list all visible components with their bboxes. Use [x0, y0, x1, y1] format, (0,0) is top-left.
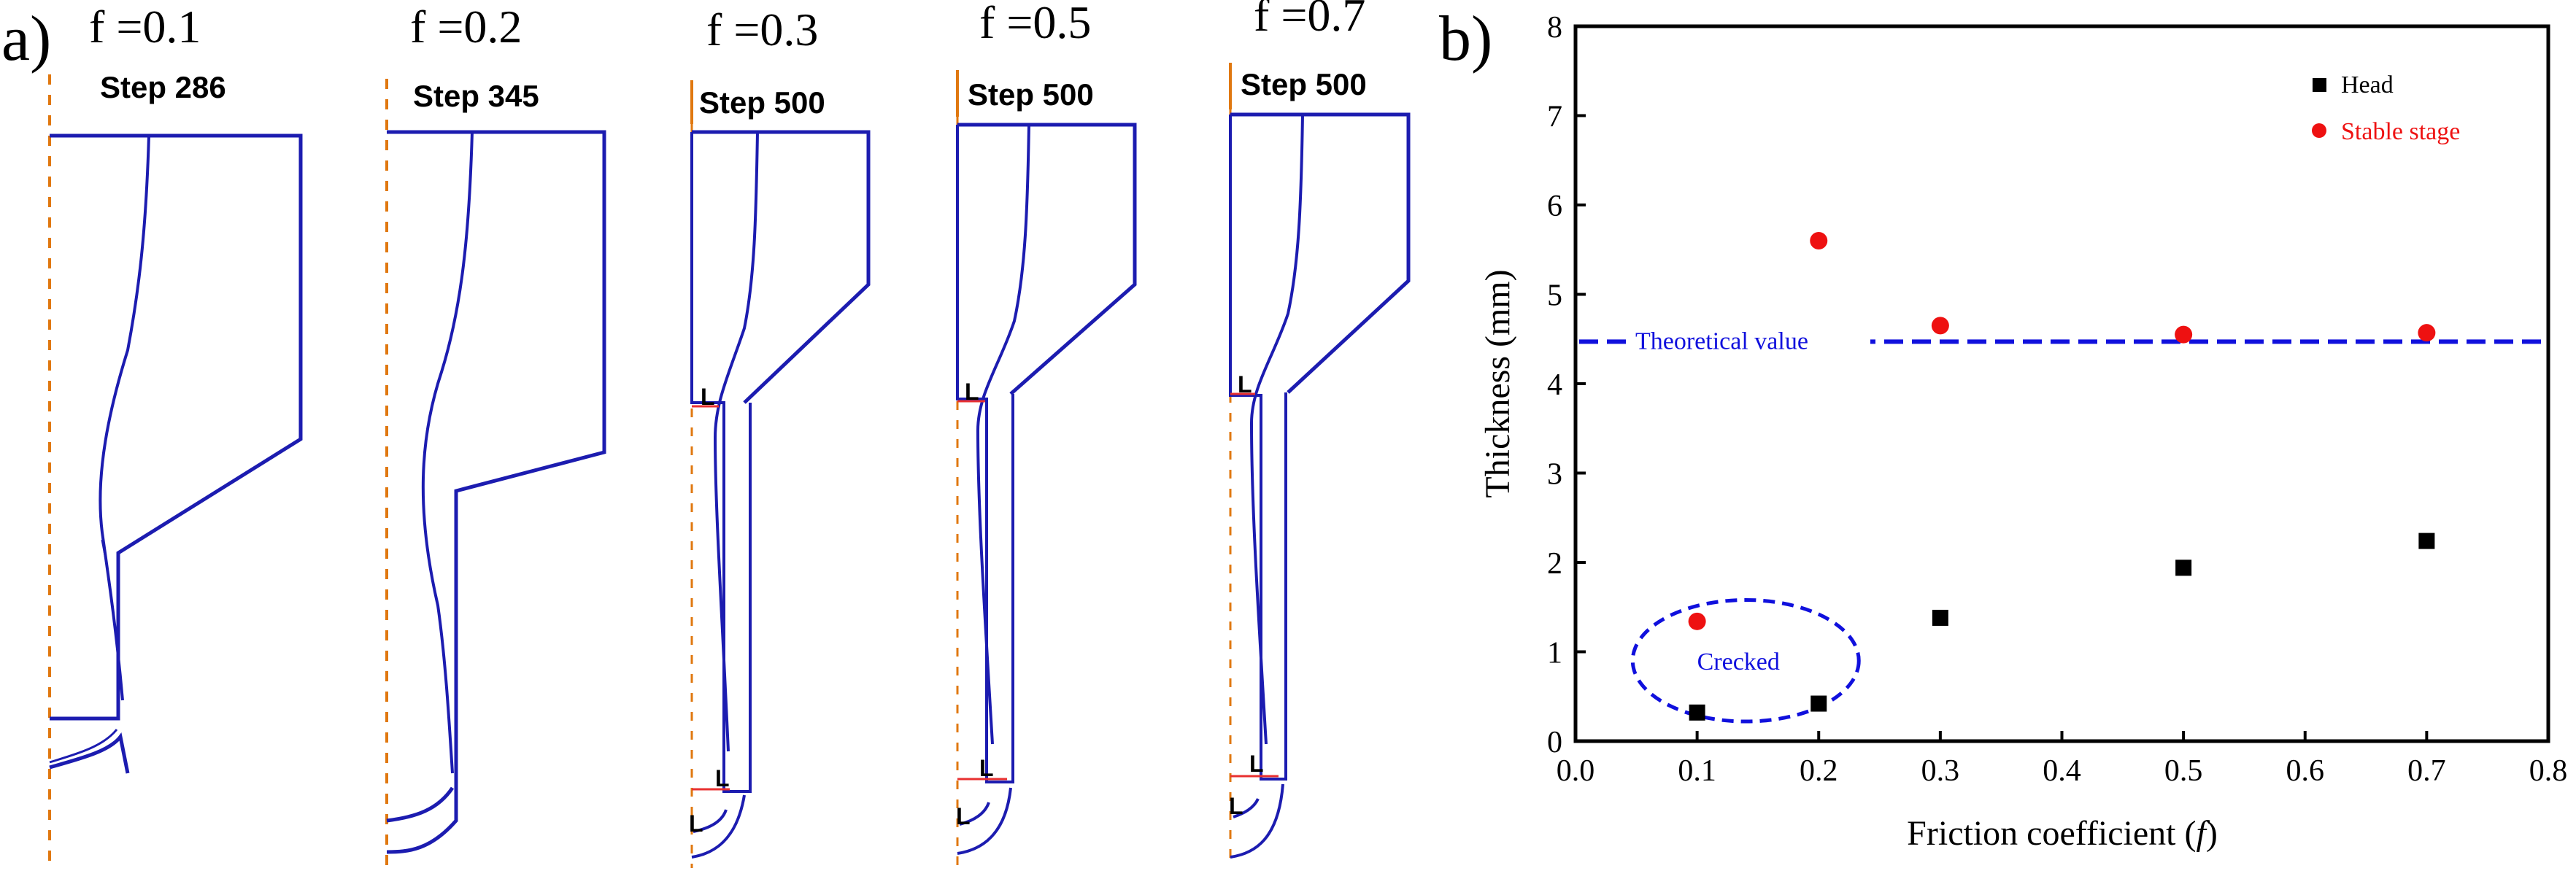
- contact-edge: [693, 809, 728, 833]
- friction-label: f =0.5: [979, 0, 1091, 48]
- panel-a-label: a): [1, 4, 51, 74]
- y-tick-label: 8: [1547, 11, 1562, 44]
- step-label: Step 286: [100, 70, 226, 104]
- cracked-region-ellipse: [1630, 597, 1861, 724]
- x-tick-label: 0.2: [1800, 754, 1838, 788]
- material-flow-line: [713, 131, 759, 752]
- node-marker-glyph: L: [689, 810, 703, 837]
- x-axis-ticks: 0.0 0.1 0.2 0.3 0.4 0.5 0.6 0.7 0.8: [1557, 731, 2568, 788]
- x-tick-label: 0.1: [1678, 754, 1716, 788]
- x-tick-label: 0.0: [1557, 754, 1595, 788]
- friction-label: f =0.7: [1254, 0, 1365, 41]
- head-point: [2418, 533, 2435, 549]
- node-marker-glyph: L: [1249, 751, 1264, 777]
- legend-marker-stable-stage: [2312, 123, 2326, 138]
- workpiece-outline: [1229, 115, 1287, 781]
- workpiece-outline: [957, 123, 1137, 395]
- legend: Head Stable stage: [2312, 71, 2460, 145]
- step-label: Step 500: [968, 77, 1094, 112]
- simulation-f03: f =0.3 Step 500 L L L: [689, 4, 871, 868]
- stable-stage-point: [2175, 325, 2193, 344]
- simulation-f07: f =0.7 Step 500 L L L: [1229, 0, 1411, 868]
- panel-a: a) f =0.1 Step 286 f =0.2 Step 345 f =0.…: [1, 0, 1411, 868]
- scatter-chart: 0 1 2 3 4 5 6 7 8 0.0 0.1 0.2 0.3 0.4 0.5 0.6 0.7 0.8 Th…: [1478, 11, 2567, 853]
- y-tick-label: 0: [1547, 726, 1562, 759]
- contact-edge: [49, 732, 130, 774]
- x-axis-label: Friction coefficient (f): [1907, 814, 2218, 853]
- y-tick-label: 2: [1547, 547, 1562, 581]
- stable-stage-point: [1688, 612, 1706, 630]
- contact-edge: [1233, 798, 1260, 818]
- panel-b: b) 0 1 2 3 4 5 6 7 8 0.0 0.1 0.2 0.3 0.4 0.5 0.6 0.7 0.8…: [1439, 4, 2567, 853]
- friction-label: f =0.1: [89, 1, 201, 53]
- workpiece-outline: [690, 132, 752, 793]
- material-flow-line: [976, 124, 1030, 745]
- contact-edge: [1230, 783, 1284, 859]
- contact-edge: [49, 729, 118, 764]
- contact-edge: [386, 786, 455, 823]
- theoretical-value-label: Theoretical value: [1635, 328, 1808, 355]
- contact-edge: [959, 802, 990, 826]
- material-flow-line: [1249, 114, 1304, 745]
- simulation-f02: f =0.2 Step 345: [385, 1, 606, 868]
- x-tick-label: 0.3: [1921, 754, 1960, 788]
- workpiece-outline: [956, 125, 1014, 783]
- simulation-f05: f =0.5 Step 500 L L L: [956, 0, 1137, 868]
- x-tick-label: 0.4: [2043, 754, 2081, 788]
- node-marker-glyph: L: [965, 379, 979, 405]
- node-marker-glyph: L: [701, 384, 715, 410]
- workpiece-outline: [50, 133, 303, 721]
- step-label: Step 500: [699, 85, 825, 120]
- step-label: Step 500: [1241, 67, 1367, 101]
- node-marker-glyph: L: [979, 755, 994, 781]
- head-point: [2175, 559, 2192, 576]
- x-tick-label: 0.7: [2407, 754, 2446, 788]
- legend-label-head: Head: [2341, 71, 2394, 98]
- contact-edge: [957, 787, 1012, 855]
- y-tick-label: 7: [1547, 101, 1562, 134]
- head-point: [1932, 609, 1948, 626]
- stable-stage-point: [1810, 232, 1828, 249]
- step-label: Step 345: [413, 79, 539, 113]
- friction-label: f =0.2: [410, 1, 522, 53]
- y-tick-label: 5: [1547, 279, 1562, 313]
- material-flow-line: [101, 539, 118, 643]
- stable-stage-point: [1931, 317, 1949, 335]
- cracked-annotation-label: Crecked: [1697, 648, 1780, 675]
- y-tick-label: 4: [1547, 368, 1562, 402]
- stable-stage-point: [2418, 324, 2436, 342]
- annotation-group: Crecked: [1630, 597, 1861, 724]
- y-tick-label: 1: [1547, 637, 1562, 670]
- legend-marker-head: [2313, 78, 2326, 92]
- node-marker-glyph: L: [1238, 371, 1252, 398]
- workpiece-outline: [386, 130, 606, 854]
- workpiece-outline: [692, 130, 871, 404]
- data-points: [1688, 232, 2436, 721]
- y-axis-ticks: 0 1 2 3 4 5 6 7 8: [1547, 11, 1586, 759]
- material-flow-line: [421, 131, 474, 774]
- panel-b-label: b): [1439, 4, 1492, 74]
- contact-edge: [691, 794, 746, 859]
- legend-label-stable-stage: Stable stage: [2341, 118, 2460, 145]
- node-marker-glyph: L: [715, 765, 730, 791]
- x-tick-label: 0.8: [2529, 754, 2568, 788]
- reference-label-bg: [1630, 322, 1870, 355]
- x-tick-label: 0.5: [2164, 754, 2203, 788]
- y-tick-label: 6: [1547, 190, 1562, 223]
- simulation-f01: f =0.1 Step 286: [48, 1, 303, 868]
- reference-line-group: Theoretical value: [1579, 322, 2545, 355]
- head-point: [1689, 704, 1705, 721]
- node-marker-glyph: L: [1229, 793, 1243, 819]
- x-tick-label: 0.6: [2286, 754, 2325, 788]
- material-flow-line: [99, 135, 150, 701]
- y-tick-label: 3: [1547, 458, 1562, 492]
- friction-label: f =0.3: [706, 4, 818, 55]
- y-axis-label: Thickness (mm): [1478, 269, 1517, 497]
- workpiece-outline: [1230, 112, 1411, 394]
- node-marker-glyph: L: [956, 803, 971, 829]
- head-point: [1810, 695, 1827, 712]
